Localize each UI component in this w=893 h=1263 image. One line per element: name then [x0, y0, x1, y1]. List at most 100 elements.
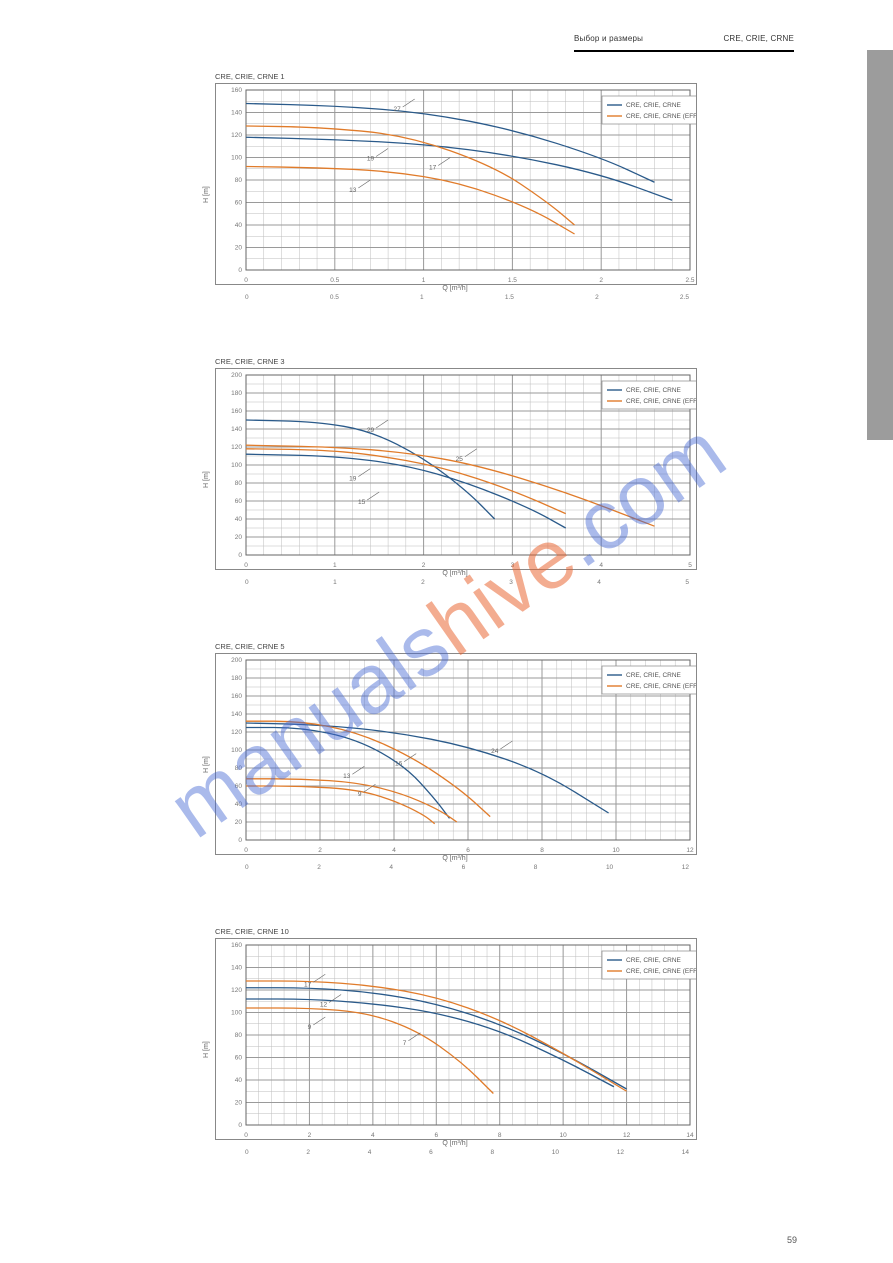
page-root: Выбор и размеры CRE, CRIE, CRNE manualsh…	[0, 0, 893, 1263]
svg-text:CRE, CRIE, CRNE: CRE, CRIE, CRNE	[626, 672, 682, 679]
svg-text:200: 200	[231, 657, 242, 664]
svg-text:12: 12	[686, 847, 694, 854]
chart-c1-xlabel: Q [m³/h]	[215, 285, 695, 292]
svg-text:12: 12	[320, 1002, 328, 1009]
svg-text:120: 120	[231, 987, 242, 994]
svg-text:25: 25	[456, 456, 464, 463]
chart-c4-xscale: 02468101214	[215, 1147, 695, 1156]
svg-text:14: 14	[686, 1132, 694, 1139]
header-left-text: Выбор и размеры	[574, 34, 643, 43]
chart-c2-ylabel: H [m]	[203, 471, 210, 488]
svg-text:60: 60	[235, 1055, 243, 1062]
svg-text:0: 0	[238, 837, 242, 844]
svg-text:180: 180	[231, 390, 242, 397]
svg-text:2: 2	[422, 562, 426, 569]
svg-text:0.5: 0.5	[330, 277, 339, 284]
header-rule	[574, 50, 794, 52]
svg-text:160: 160	[231, 693, 242, 700]
svg-text:20: 20	[235, 819, 243, 826]
chart-svg-c3: 0246810120204060801001201401601802002416…	[215, 653, 697, 855]
chart-c1-xscale: 00.511.522.5	[215, 292, 695, 301]
svg-text:CRE, CRIE, CRNE: CRE, CRIE, CRNE	[626, 102, 682, 109]
svg-text:80: 80	[235, 177, 243, 184]
svg-text:13: 13	[343, 773, 351, 780]
chart-block-c1: CRE, CRIE, CRNE 1 H [m] 00.511.522.50204…	[215, 72, 695, 301]
svg-text:80: 80	[235, 480, 243, 487]
svg-text:8: 8	[498, 1132, 502, 1139]
svg-text:80: 80	[235, 1032, 243, 1039]
page-number: 59	[787, 1235, 797, 1245]
svg-text:1: 1	[422, 277, 426, 284]
svg-text:2: 2	[308, 1132, 312, 1139]
svg-text:140: 140	[231, 965, 242, 972]
svg-text:160: 160	[231, 408, 242, 415]
svg-text:29: 29	[367, 427, 375, 434]
svg-text:120: 120	[231, 132, 242, 139]
svg-text:160: 160	[231, 942, 242, 949]
chart-c3-xlabel: Q [m³/h]	[215, 855, 695, 862]
chart-block-c2: CRE, CRIE, CRNE 3 H [m] 0123450204060801…	[215, 357, 695, 586]
svg-text:9: 9	[358, 791, 362, 798]
svg-text:13: 13	[349, 187, 357, 194]
svg-text:19: 19	[367, 156, 375, 163]
svg-text:40: 40	[235, 222, 243, 229]
svg-text:19: 19	[349, 476, 357, 483]
svg-text:60: 60	[235, 200, 243, 207]
chart-title-c4: CRE, CRIE, CRNE 10	[215, 927, 695, 936]
svg-text:6: 6	[466, 847, 470, 854]
svg-text:CRE, CRIE, CRNE (EFF1 motor): CRE, CRIE, CRNE (EFF1 motor)	[626, 968, 697, 975]
chart-svg-c1: 00.511.522.50204060801001201401602719171…	[215, 83, 697, 285]
svg-text:3: 3	[511, 562, 515, 569]
chart-c4-ylabel: H [m]	[203, 1041, 210, 1058]
svg-text:100: 100	[231, 155, 242, 162]
svg-text:24: 24	[491, 748, 499, 755]
svg-text:17: 17	[304, 981, 312, 988]
svg-text:2: 2	[318, 847, 322, 854]
svg-text:1.5: 1.5	[508, 277, 517, 284]
svg-text:100: 100	[231, 747, 242, 754]
svg-text:40: 40	[235, 1077, 243, 1084]
svg-text:4: 4	[371, 1132, 375, 1139]
svg-text:CRE, CRIE, CRNE: CRE, CRIE, CRNE	[626, 957, 682, 964]
chart-c1-ylabel: H [m]	[203, 186, 210, 203]
svg-text:7: 7	[403, 1040, 407, 1047]
svg-text:CRE, CRIE, CRNE: CRE, CRIE, CRNE	[626, 387, 682, 394]
chart-block-c4: CRE, CRIE, CRNE 10 H [m] 024681012140204…	[215, 927, 695, 1156]
svg-text:0: 0	[238, 267, 242, 274]
chart-block-c3: CRE, CRIE, CRNE 5 H [m] 0246810120204060…	[215, 642, 695, 871]
svg-text:4: 4	[392, 847, 396, 854]
svg-text:80: 80	[235, 765, 243, 772]
svg-text:17: 17	[429, 165, 437, 172]
svg-text:4: 4	[599, 562, 603, 569]
svg-text:6: 6	[434, 1132, 438, 1139]
svg-text:180: 180	[231, 675, 242, 682]
svg-text:CRE, CRIE, CRNE (EFF1 motor): CRE, CRIE, CRNE (EFF1 motor)	[626, 113, 697, 120]
side-tab	[867, 50, 893, 440]
svg-text:0: 0	[244, 1132, 248, 1139]
svg-text:60: 60	[235, 783, 243, 790]
svg-text:60: 60	[235, 498, 243, 505]
svg-text:0: 0	[238, 552, 242, 559]
svg-text:27: 27	[393, 106, 401, 113]
svg-text:5: 5	[688, 562, 692, 569]
svg-text:CRE, CRIE, CRNE (EFF1 motor): CRE, CRIE, CRNE (EFF1 motor)	[626, 683, 697, 690]
chart-svg-c4: 02468101214020406080100120140160171297CR…	[215, 938, 697, 1140]
svg-text:1: 1	[333, 562, 337, 569]
chart-title-c1: CRE, CRIE, CRNE 1	[215, 72, 695, 81]
svg-text:2.5: 2.5	[685, 277, 694, 284]
svg-text:8: 8	[540, 847, 544, 854]
svg-text:15: 15	[358, 499, 366, 506]
chart-c3-xscale: 024681012	[215, 862, 695, 871]
svg-text:0: 0	[238, 1122, 242, 1129]
svg-text:16: 16	[395, 761, 403, 768]
svg-text:0: 0	[244, 847, 248, 854]
svg-text:200: 200	[231, 372, 242, 379]
svg-text:140: 140	[231, 110, 242, 117]
svg-text:40: 40	[235, 801, 243, 808]
svg-text:CRE, CRIE, CRNE (EFF1 motor): CRE, CRIE, CRNE (EFF1 motor)	[626, 398, 697, 405]
svg-text:9: 9	[308, 1024, 312, 1031]
chart-svg-c2: 0123450204060801001201401601802002925191…	[215, 368, 697, 570]
svg-text:20: 20	[235, 245, 243, 252]
svg-text:0: 0	[244, 277, 248, 284]
chart-c4-xlabel: Q [m³/h]	[215, 1140, 695, 1147]
